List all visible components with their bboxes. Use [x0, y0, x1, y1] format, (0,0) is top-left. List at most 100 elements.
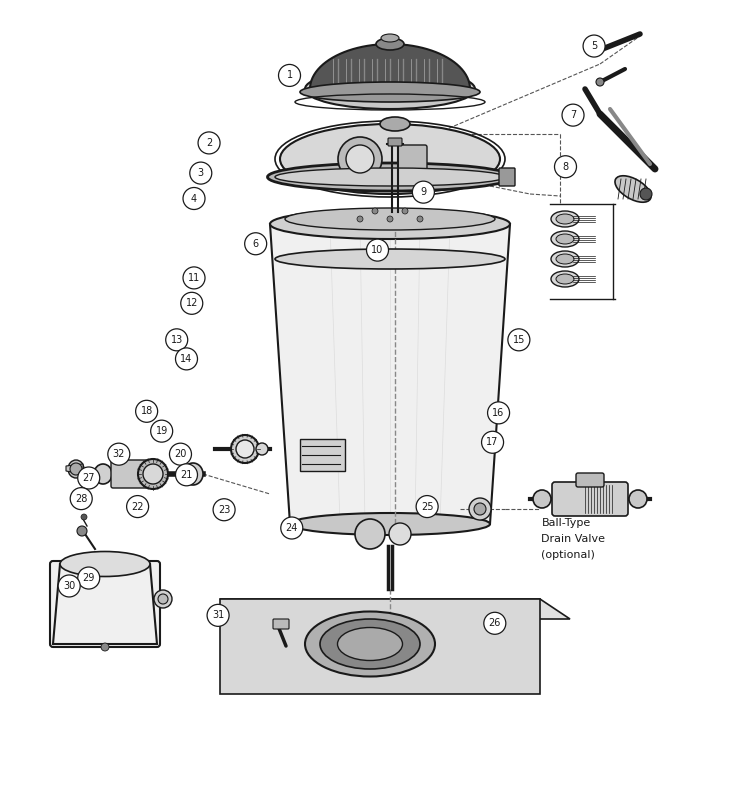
Circle shape — [77, 526, 87, 536]
Text: 22: 22 — [132, 502, 144, 511]
Circle shape — [481, 431, 504, 453]
Circle shape — [402, 208, 408, 214]
Ellipse shape — [615, 175, 651, 202]
Circle shape — [640, 188, 652, 200]
Circle shape — [487, 402, 510, 424]
Circle shape — [175, 348, 198, 370]
Ellipse shape — [60, 552, 150, 576]
Text: 32: 32 — [113, 449, 125, 459]
FancyBboxPatch shape — [111, 460, 150, 488]
Polygon shape — [220, 599, 570, 619]
Text: 6: 6 — [253, 239, 259, 249]
Ellipse shape — [280, 124, 500, 194]
Text: 5: 5 — [591, 41, 597, 51]
Ellipse shape — [138, 459, 168, 489]
Circle shape — [77, 567, 100, 589]
Polygon shape — [220, 599, 540, 694]
Polygon shape — [310, 44, 470, 89]
Ellipse shape — [551, 231, 579, 247]
Text: 24: 24 — [286, 523, 298, 533]
Text: Ball-Type: Ball-Type — [541, 518, 590, 528]
Ellipse shape — [380, 117, 410, 131]
Ellipse shape — [556, 274, 574, 284]
Text: 16: 16 — [493, 408, 505, 418]
Ellipse shape — [320, 619, 420, 669]
Polygon shape — [66, 464, 83, 474]
Text: 23: 23 — [218, 505, 230, 515]
FancyBboxPatch shape — [499, 168, 515, 186]
Ellipse shape — [551, 271, 579, 287]
Ellipse shape — [551, 251, 579, 267]
Ellipse shape — [300, 82, 480, 102]
Text: 27: 27 — [83, 473, 95, 483]
Circle shape — [58, 575, 80, 597]
Ellipse shape — [629, 490, 647, 508]
Ellipse shape — [533, 490, 551, 508]
Text: 26: 26 — [489, 619, 501, 628]
Text: 17: 17 — [487, 437, 499, 447]
Ellipse shape — [154, 590, 172, 608]
Circle shape — [213, 499, 235, 521]
FancyBboxPatch shape — [300, 439, 345, 471]
Circle shape — [596, 78, 604, 86]
Circle shape — [101, 643, 109, 651]
Circle shape — [562, 104, 584, 126]
Circle shape — [70, 488, 92, 510]
Text: 14: 14 — [180, 354, 193, 364]
Circle shape — [554, 156, 577, 178]
Circle shape — [169, 443, 192, 465]
Circle shape — [150, 420, 173, 442]
Circle shape — [244, 233, 267, 255]
Ellipse shape — [143, 464, 163, 484]
Text: 2: 2 — [206, 138, 212, 148]
Text: 3: 3 — [198, 168, 204, 178]
Ellipse shape — [556, 254, 574, 264]
Circle shape — [366, 239, 389, 261]
Circle shape — [165, 329, 188, 351]
Ellipse shape — [231, 435, 259, 463]
Text: 12: 12 — [186, 299, 198, 308]
Circle shape — [180, 292, 203, 314]
FancyBboxPatch shape — [576, 473, 604, 487]
Ellipse shape — [275, 249, 505, 269]
Text: 31: 31 — [212, 611, 224, 620]
Ellipse shape — [381, 34, 399, 42]
Circle shape — [190, 162, 212, 184]
Text: Drain Valve: Drain Valve — [541, 534, 605, 544]
Ellipse shape — [355, 519, 385, 549]
Circle shape — [583, 35, 605, 57]
Ellipse shape — [256, 443, 268, 455]
Circle shape — [81, 514, 87, 520]
Circle shape — [338, 137, 382, 181]
Circle shape — [357, 216, 363, 222]
FancyBboxPatch shape — [273, 619, 289, 629]
Ellipse shape — [275, 168, 505, 186]
Text: 13: 13 — [171, 335, 183, 345]
Circle shape — [198, 132, 220, 154]
Circle shape — [508, 329, 530, 351]
Circle shape — [70, 463, 82, 475]
Text: 28: 28 — [75, 494, 87, 503]
Circle shape — [175, 464, 198, 486]
Circle shape — [372, 208, 378, 214]
Text: 9: 9 — [420, 187, 426, 197]
Text: 8: 8 — [562, 162, 569, 172]
Text: 10: 10 — [371, 245, 384, 255]
Ellipse shape — [469, 498, 491, 520]
FancyBboxPatch shape — [552, 482, 628, 516]
Ellipse shape — [236, 440, 254, 458]
FancyBboxPatch shape — [50, 561, 160, 647]
Text: 19: 19 — [156, 426, 168, 436]
Circle shape — [108, 443, 130, 465]
Ellipse shape — [285, 208, 495, 230]
Circle shape — [183, 267, 205, 289]
Circle shape — [135, 400, 158, 422]
Ellipse shape — [290, 513, 490, 535]
Text: 7: 7 — [570, 110, 576, 120]
Circle shape — [346, 145, 374, 173]
Circle shape — [280, 517, 303, 539]
Text: 29: 29 — [83, 573, 95, 583]
Ellipse shape — [268, 163, 513, 191]
Ellipse shape — [551, 211, 579, 227]
Text: 25: 25 — [421, 502, 433, 511]
